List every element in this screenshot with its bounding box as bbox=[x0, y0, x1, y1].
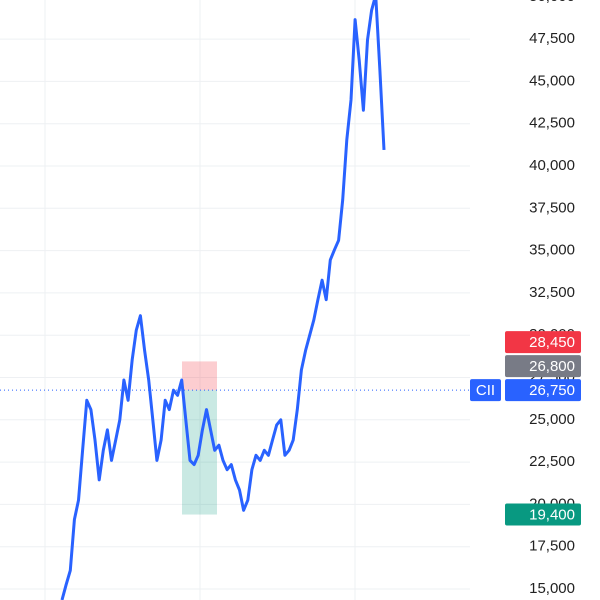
y-tick-label: 50,000 bbox=[529, 0, 575, 5]
price-badge bbox=[505, 503, 581, 526]
y-tick-label: 37,500 bbox=[529, 199, 575, 216]
price-badge bbox=[505, 331, 581, 354]
plot-layer: 15,00017,50020,00022,50025,00027,50030,0… bbox=[0, 0, 581, 600]
y-tick-label: 22,500 bbox=[529, 453, 575, 470]
price-badge bbox=[505, 355, 581, 378]
symbol-badge bbox=[470, 379, 501, 402]
y-tick-label: 40,000 bbox=[529, 157, 575, 174]
y-tick-label: 42,500 bbox=[529, 115, 575, 132]
symbol-label: CII bbox=[476, 382, 495, 399]
y-tick-label: 35,000 bbox=[529, 242, 575, 259]
price-badge-label: 26,750 bbox=[529, 382, 575, 399]
y-tick-label: 15,000 bbox=[529, 580, 575, 597]
price-badge-label: 26,800 bbox=[529, 358, 575, 375]
price-badge bbox=[505, 379, 581, 402]
y-tick-label: 32,500 bbox=[529, 284, 575, 301]
price-badge-label: 28,450 bbox=[529, 334, 575, 351]
y-tick-label: 45,000 bbox=[529, 72, 575, 89]
price-badge-label: 19,400 bbox=[529, 507, 575, 524]
price-line-series bbox=[60, 0, 386, 600]
y-tick-label: 25,000 bbox=[529, 411, 575, 428]
risk-box bbox=[182, 361, 217, 391]
y-tick-label: 17,500 bbox=[529, 538, 575, 555]
y-tick-label: 47,500 bbox=[529, 30, 575, 47]
